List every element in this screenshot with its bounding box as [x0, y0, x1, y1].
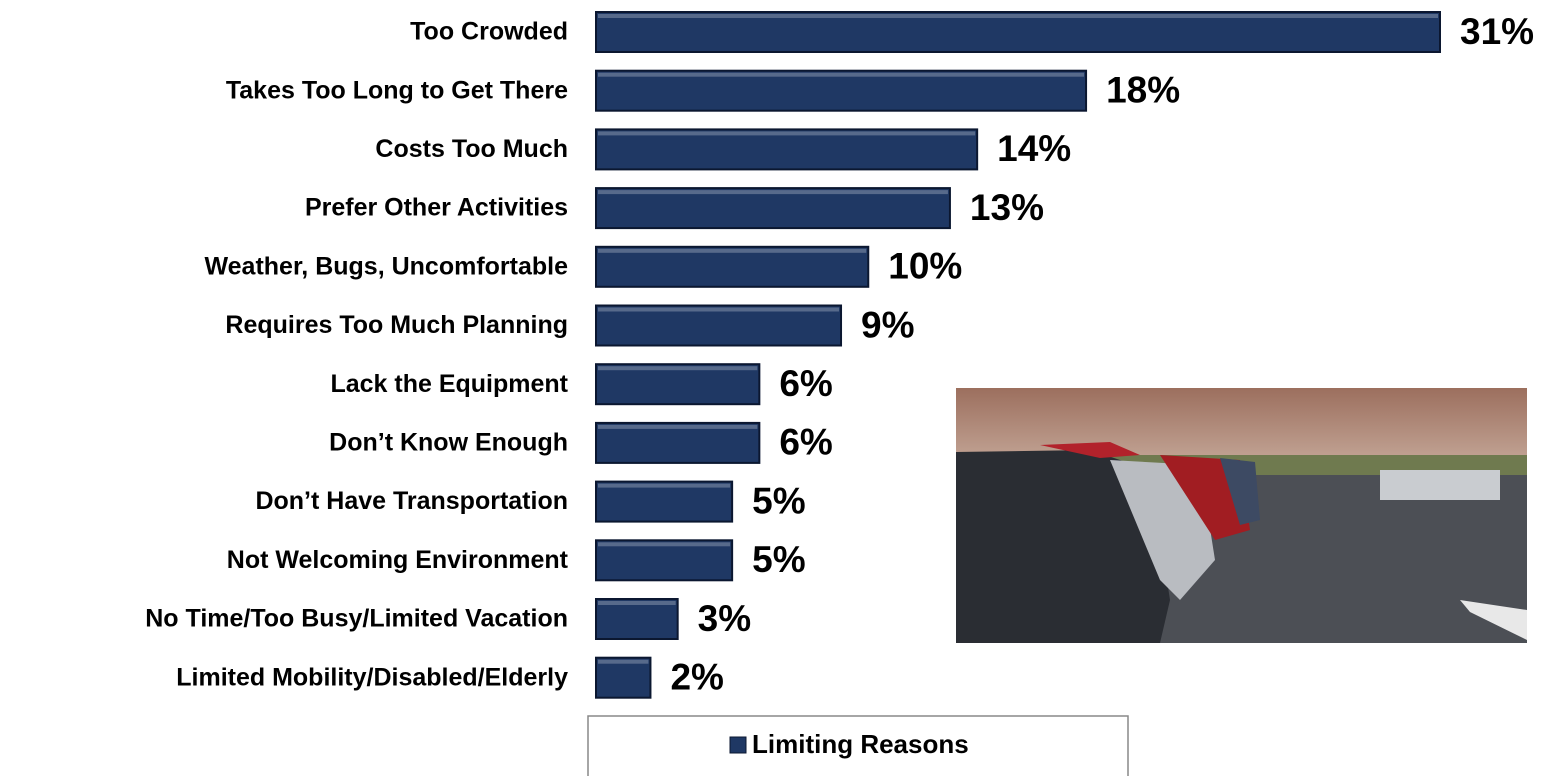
category-label: Requires Too Much Planning [225, 311, 568, 339]
bar [595, 598, 679, 640]
category-label: Don’t Have Transportation [255, 487, 568, 515]
category-label: Costs Too Much [375, 135, 568, 163]
bar [595, 421, 761, 464]
bar-highlight [598, 542, 731, 547]
photo [956, 388, 1527, 643]
bar-highlight [598, 72, 1085, 77]
bar-highlight [598, 659, 649, 664]
bar [595, 69, 1088, 112]
legend-box [587, 715, 1129, 776]
bar-highlight [598, 190, 948, 195]
category-label: No Time/Too Busy/Limited Vacation [145, 605, 568, 633]
bar-highlight [598, 248, 867, 253]
bar-highlight [598, 14, 1438, 18]
category-label: Prefer Other Activities [305, 194, 568, 222]
bar [595, 245, 870, 288]
bar [595, 539, 734, 582]
legend-marker [729, 736, 747, 754]
value-label: 31% [1460, 11, 1534, 52]
category-label: Weather, Bugs, Uncomfortable [205, 252, 569, 280]
bar [595, 128, 979, 171]
bar-highlight [598, 366, 758, 371]
category-label: Not Welcoming Environment [227, 546, 569, 574]
value-label: 6% [779, 422, 832, 463]
value-label: 18% [1106, 69, 1180, 110]
bar-highlight [598, 307, 840, 312]
bar [595, 304, 843, 347]
bar [595, 11, 1441, 53]
bar [595, 480, 734, 523]
bar-highlight [598, 131, 976, 136]
value-label: 5% [752, 539, 805, 580]
category-label: Don’t Know Enough [329, 429, 568, 457]
bar [595, 187, 951, 230]
category-label: Limited Mobility/Disabled/Elderly [176, 663, 568, 691]
category-label: Too Crowded [410, 18, 568, 46]
bar-highlight [598, 601, 676, 605]
value-label: 6% [779, 363, 832, 404]
bar [595, 656, 652, 699]
value-label: 13% [970, 187, 1044, 228]
bar [595, 363, 761, 406]
category-label: Takes Too Long to Get There [226, 76, 568, 104]
value-label: 9% [861, 304, 914, 345]
value-label: 3% [698, 598, 751, 639]
value-label: 14% [997, 128, 1071, 169]
value-label: 10% [888, 246, 962, 287]
category-label: Lack the Equipment [330, 370, 568, 398]
bar-highlight [598, 424, 758, 429]
value-label: 2% [670, 656, 723, 697]
bar-highlight [598, 483, 731, 488]
legend-label: Limiting Reasons [752, 729, 969, 759]
value-label: 5% [752, 480, 805, 521]
